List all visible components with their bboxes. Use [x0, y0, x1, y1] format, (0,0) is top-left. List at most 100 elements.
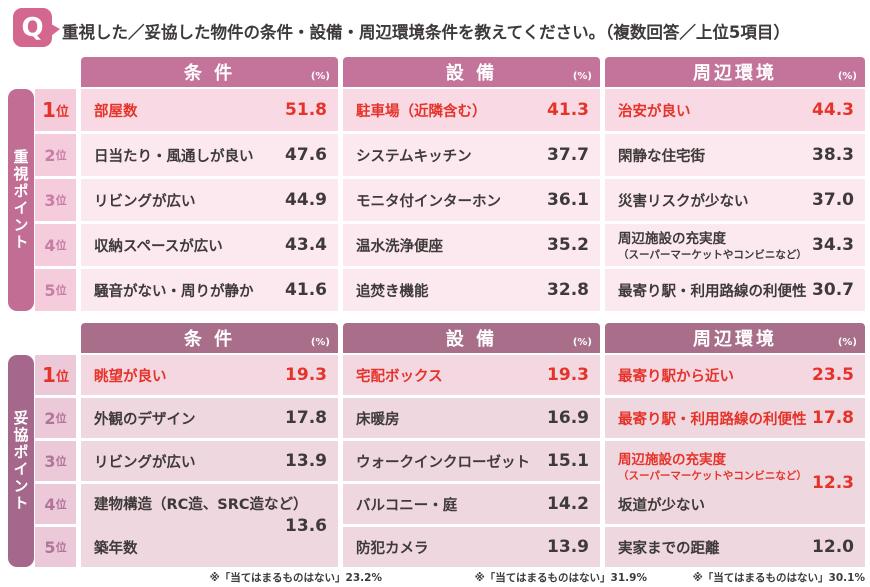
- column-header-conditions: 条 件 (%): [81, 323, 338, 353]
- item-label: 治安が良い: [618, 103, 691, 120]
- rank-number: 1: [42, 363, 56, 387]
- item-label: 騒音がない・周りが静か: [94, 283, 254, 300]
- rank-suffix: 位: [55, 541, 67, 554]
- table-row: 災害リスクが少ない 37.0: [605, 179, 865, 221]
- column-header-environment: 周辺環境 (%): [605, 323, 865, 353]
- header-text: 条 件: [183, 63, 236, 84]
- item-label: 床暖房: [356, 411, 400, 428]
- table-row-merged-tie: 周辺施設の充実度 （スーパーマーケットやコンビニなど） 坂道が少ない 12.3: [605, 441, 865, 524]
- item-value: 16.9: [547, 408, 589, 428]
- table-row: ウォークインクローゼット 15.1: [343, 441, 600, 481]
- item-label: 駐車場（近隣含む）: [356, 103, 487, 120]
- item-value: 15.1: [547, 451, 589, 471]
- table-row: 実家までの距離 12.0: [605, 527, 865, 567]
- item-label: 周辺施設の充実度: [618, 452, 726, 468]
- item-value: 51.8: [285, 100, 327, 120]
- item-value: 43.4: [285, 235, 327, 255]
- item-value: 32.8: [547, 280, 589, 300]
- item-value: 17.8: [285, 408, 327, 428]
- table-emphasized-environment: 治安が良い 44.3 閑静な住宅街 38.3 災害リスクが少ない 37.0 周辺施設の…: [605, 89, 865, 314]
- item-label: リビングが広い: [94, 193, 196, 210]
- rank-suffix: 位: [55, 498, 67, 511]
- section-label-emphasized: 重視ポイント: [8, 89, 34, 311]
- rank-number: 4: [44, 494, 56, 514]
- item-label-block: 周辺施設の充実度 （スーパーマーケットやコンビニなど）: [618, 450, 854, 482]
- table-row: 騒音がない・周りが静か 41.6: [81, 269, 338, 311]
- question-badge-letter: Q: [21, 12, 44, 43]
- header-text: 周辺環境: [693, 329, 777, 350]
- table-compromised-environment: 最寄り駅から近い 23.5 最寄り駅・利用路線の利便性 17.8 周辺施設の充実度 …: [605, 355, 865, 570]
- item-value: 41.3: [547, 100, 589, 120]
- column-header-facilities: 設 備 (%): [343, 323, 600, 353]
- table-row: 周辺施設の充実度 （スーパーマーケットやコンビニなど） 34.3: [605, 224, 865, 266]
- item-label: モニタ付インターホン: [356, 193, 501, 210]
- item-value: 12.0: [812, 537, 854, 557]
- table-row-merged-tie: 建物構造（RC造、SRC造など） 築年数 13.6: [81, 484, 338, 567]
- item-label: 坂道が少ない: [618, 498, 705, 514]
- rank-suffix: 位: [55, 284, 67, 297]
- header-text: 設 備: [445, 63, 498, 84]
- item-label: システムキッチン: [356, 148, 472, 165]
- column-header-environment: 周辺環境 (%): [605, 57, 865, 87]
- item-label: リビングが広い: [94, 454, 196, 471]
- table-emphasized-facilities: 駐車場（近隣含む） 41.3 システムキッチン 37.7 モニタ付インターホン 36.…: [343, 89, 600, 314]
- header-text: 周辺環境: [693, 63, 777, 84]
- table-row: 最寄り駅から近い 23.5: [605, 355, 865, 395]
- footnote-conditions: ※「当てはまるものはない」23.2%: [209, 572, 382, 584]
- column-header-conditions: 条 件 (%): [81, 57, 338, 87]
- question-title: 重視した／妥協した物件の条件・設備・周辺環境条件を教えてください。（複数回答／上…: [62, 23, 790, 42]
- item-value: 44.9: [285, 190, 327, 210]
- table-row: リビングが広い 13.9: [81, 441, 338, 481]
- footnote-facilities: ※「当てはまるものはない」31.9%: [474, 572, 647, 584]
- table-row: 最寄り駅・利用路線の利便性 17.8: [605, 398, 865, 438]
- percent-label: (%): [837, 337, 857, 348]
- table-row: 部屋数 51.8: [81, 89, 338, 131]
- item-sublabel: （スーパーマーケットやコンビニなど）: [618, 469, 807, 482]
- table-row: 眺望が良い 19.3: [81, 355, 338, 395]
- item-value: 12.3: [812, 472, 854, 493]
- item-value: 30.7: [812, 280, 854, 300]
- table-row: 日当たり・風通しが良い 47.6: [81, 134, 338, 176]
- item-label: 実家までの距離: [618, 540, 720, 557]
- rank-number: 4: [44, 235, 56, 255]
- table-emphasized-conditions: 部屋数 51.8 日当たり・風通しが良い 47.6 リビングが広い 44.9 収納スペ…: [81, 89, 338, 314]
- item-value: 23.5: [812, 365, 854, 385]
- item-value: 44.3: [812, 100, 854, 120]
- table-compromised-facilities: 宅配ボックス 19.3 床暖房 16.9 ウォークインクローゼット 15.1 バルコニ…: [343, 355, 600, 570]
- table-row: 宅配ボックス 19.3: [343, 355, 600, 395]
- item-label: 最寄り駅から近い: [618, 368, 734, 385]
- table-row: 収納スペースが広い 43.4: [81, 224, 338, 266]
- table-row: バルコニー・庭 14.2: [343, 484, 600, 524]
- percent-label: (%): [572, 71, 592, 82]
- percent-label: (%): [572, 337, 592, 348]
- item-label: バルコニー・庭: [356, 497, 458, 514]
- item-value: 35.2: [547, 235, 589, 255]
- rank-suffix: 位: [55, 194, 67, 207]
- merged-items: 周辺施設の充実度 （スーパーマーケットやコンビニなど） 坂道が少ない: [618, 450, 854, 515]
- percent-label: (%): [310, 337, 330, 348]
- header-text: 設 備: [445, 329, 498, 350]
- table-row: モニタ付インターホン 36.1: [343, 179, 600, 221]
- item-label: 日当たり・風通しが良い: [94, 148, 254, 165]
- rank-number: 2: [44, 408, 56, 428]
- rank-number: 5: [44, 280, 56, 300]
- header-text: 条 件: [183, 329, 236, 350]
- item-label: 建物構造（RC造、SRC造など）: [94, 497, 308, 513]
- merged-items: 建物構造（RC造、SRC造など） 築年数: [94, 493, 327, 558]
- table-row: 防犯カメラ 13.9: [343, 527, 600, 567]
- rank-number: 3: [44, 451, 56, 471]
- item-label: 温水洗浄便座: [356, 238, 443, 255]
- percent-label: (%): [310, 71, 330, 82]
- footnote-environment: ※「当てはまるものはない」30.1%: [692, 572, 865, 584]
- item-value: 13.9: [285, 451, 327, 471]
- item-label: 最寄り駅・利用路線の利便性: [618, 283, 807, 300]
